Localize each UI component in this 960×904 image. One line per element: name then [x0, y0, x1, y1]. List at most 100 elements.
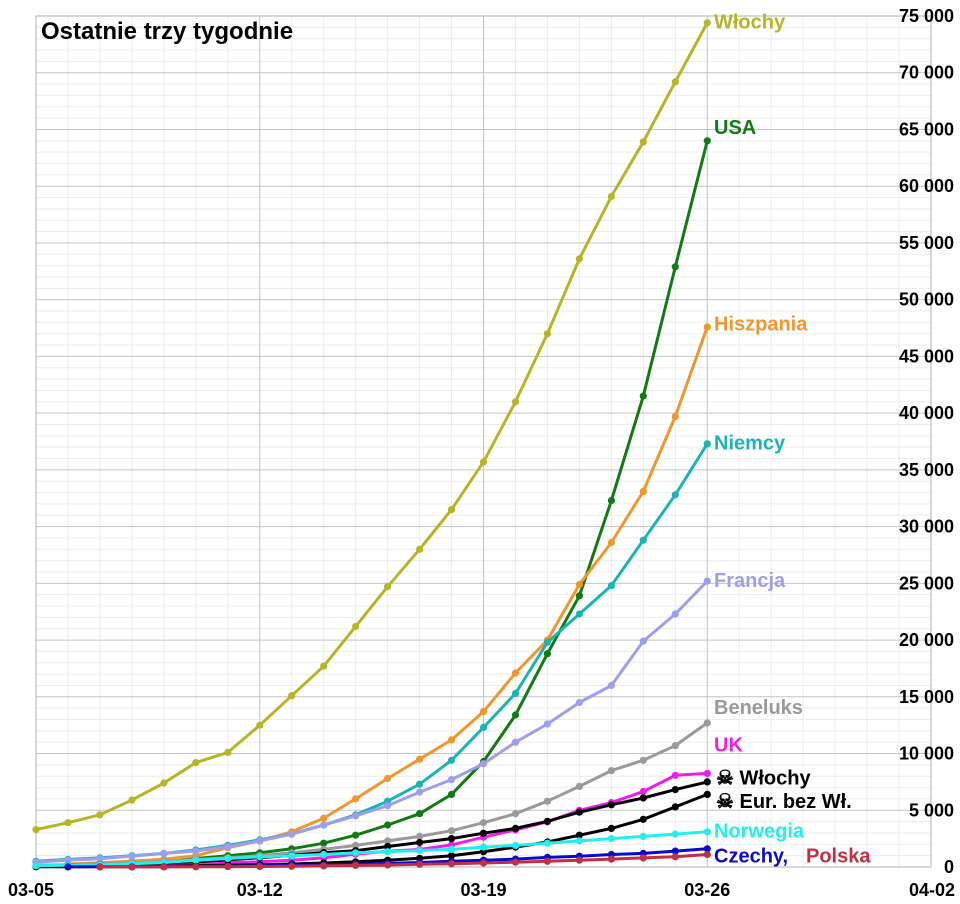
y-tick-label: 10 000: [899, 744, 954, 764]
data-point: [639, 854, 647, 862]
data-point: [384, 821, 392, 829]
data-point: [192, 847, 200, 855]
data-point: [256, 721, 264, 729]
series-label: Norwegia: [714, 821, 805, 843]
data-point: [384, 583, 392, 591]
x-tick-label: 03-12: [237, 880, 283, 900]
data-point: [639, 756, 647, 764]
data-point: [543, 839, 552, 847]
data-point: [511, 398, 520, 406]
series-label: USA: [714, 117, 756, 139]
x-axis-ticks: 03-05 03-12 03-19 03-26 04-02: [8, 880, 955, 900]
series-lines: [32, 19, 711, 871]
data-point: [511, 841, 520, 850]
data-point: [192, 856, 200, 864]
data-point: [607, 801, 616, 809]
data-point: [447, 860, 456, 868]
data-point: [160, 779, 168, 787]
series-line: [99, 853, 708, 869]
data-point: [607, 681, 616, 690]
data-point: [575, 808, 584, 816]
series-labels: Włochy USA Hiszpania Niemcy Francja Beneluks U…: [714, 12, 871, 868]
y-tick-label: 40 000: [899, 403, 954, 423]
data-point: [447, 736, 456, 744]
y-axis-ticks: 0 5 000 10 000 15 000 20 000 25 000 30 000 35 0…: [899, 6, 954, 877]
data-point: [479, 723, 488, 732]
y-tick-label: 65 000: [899, 119, 954, 139]
y-tick-label: 5 000: [909, 800, 954, 820]
data-point: [160, 863, 168, 871]
data-point: [224, 843, 232, 851]
data-point: [671, 847, 679, 855]
data-point: [447, 776, 456, 784]
data-point: [256, 853, 264, 861]
chart-title: Ostatnie trzy tygodnie: [41, 18, 293, 45]
data-point: [416, 838, 424, 847]
data-point: [320, 839, 328, 847]
data-point: [607, 835, 616, 843]
data-point: [416, 846, 424, 855]
y-tick-label: 30 000: [899, 517, 954, 537]
data-point: [671, 853, 679, 861]
data-point: [416, 810, 424, 818]
data-point: [543, 638, 552, 646]
data-point: [96, 811, 104, 819]
data-point: [447, 845, 456, 854]
data-point: [224, 854, 232, 863]
data-point: [352, 831, 360, 839]
x-tick-label: 03-19: [460, 880, 506, 900]
data-point: [320, 821, 328, 829]
data-point: [639, 794, 647, 802]
data-point: [320, 662, 328, 670]
data-point: [511, 689, 520, 698]
data-point: [447, 827, 456, 835]
data-point: [416, 860, 424, 868]
data-point: [639, 637, 647, 645]
data-point: [639, 536, 647, 544]
data-point: [639, 787, 647, 796]
data-point: [639, 392, 647, 400]
data-point: [288, 862, 296, 870]
y-tick-label: 20 000: [899, 630, 954, 650]
data-point: [671, 412, 679, 421]
data-point: [320, 862, 328, 870]
data-point: [384, 842, 392, 851]
data-point: [543, 797, 552, 805]
y-tick-label: 45 000: [899, 346, 954, 366]
data-point: [671, 771, 679, 779]
data-point: [575, 592, 584, 600]
data-point: [607, 855, 616, 863]
data-point: [447, 756, 456, 764]
data-point: [479, 819, 488, 827]
data-point: [416, 780, 424, 788]
data-point: [703, 137, 711, 145]
data-point: [288, 830, 296, 838]
data-point: [96, 863, 104, 871]
data-point: [511, 824, 520, 833]
data-point: [511, 858, 520, 866]
data-point: [416, 755, 424, 763]
data-point: [703, 19, 711, 27]
data-point: [479, 760, 488, 768]
data-point: [288, 852, 296, 860]
data-point: [575, 831, 584, 839]
data-point: [575, 837, 584, 845]
data-point: [703, 719, 711, 727]
data-point: [447, 506, 456, 514]
data-point: [256, 837, 264, 845]
data-point: [384, 774, 392, 783]
data-point: [575, 610, 584, 618]
data-point: [703, 440, 711, 448]
plot-frame: [35, 15, 932, 868]
data-point: [607, 538, 616, 547]
data-point: [671, 803, 679, 811]
data-point: [671, 830, 679, 838]
y-tick-label: 35 000: [899, 460, 954, 480]
data-point: [543, 817, 552, 825]
series-label: ☠ Włochy: [716, 767, 811, 789]
data-point: [192, 863, 200, 871]
data-point: [575, 255, 584, 263]
data-point: [479, 859, 488, 867]
x-tick-label: 03-05: [8, 880, 54, 900]
data-point: [479, 829, 488, 837]
